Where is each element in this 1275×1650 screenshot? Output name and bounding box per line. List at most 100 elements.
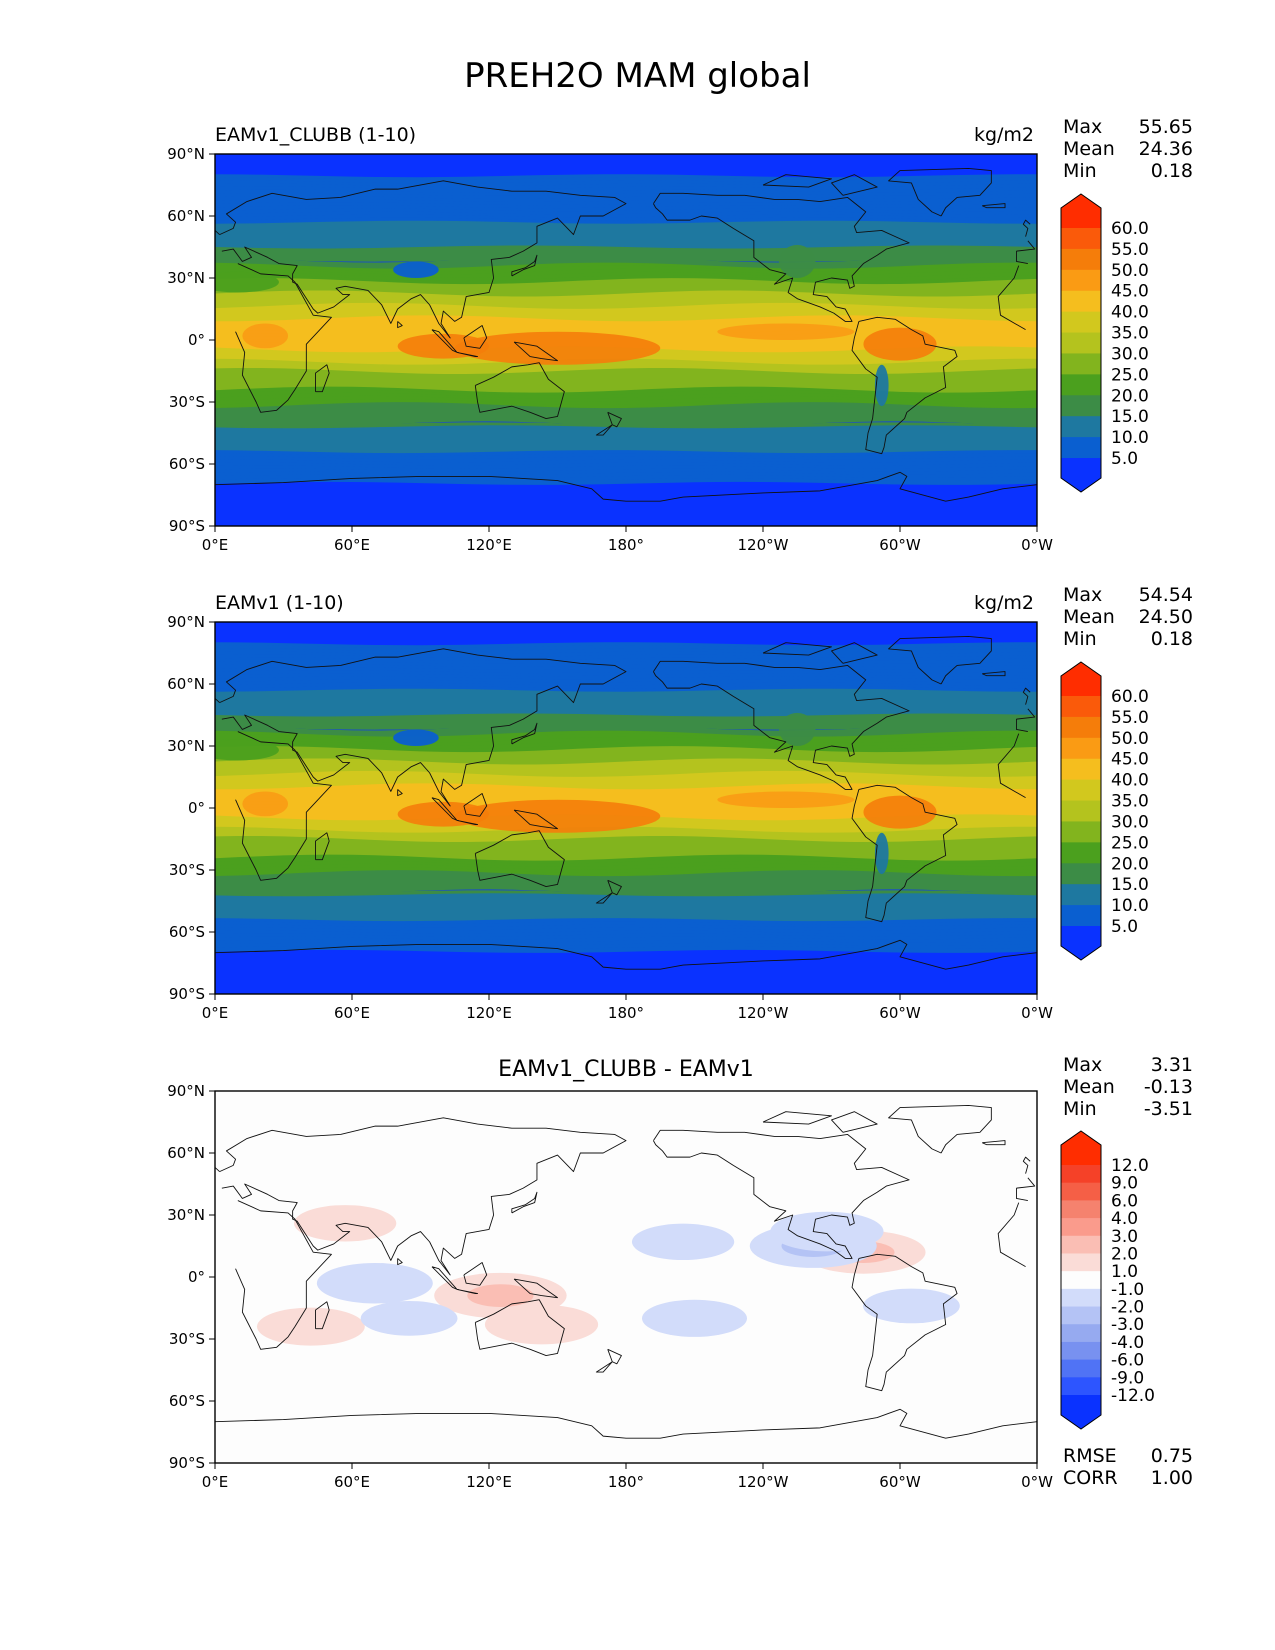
field-band <box>215 670 1037 677</box>
colorbar-cell <box>1061 1359 1101 1378</box>
x-tick-label: 60°W <box>879 1004 921 1022</box>
colorbar-cell <box>1061 353 1101 375</box>
colorbar-tick-label: 35.0 <box>1111 324 1149 344</box>
field-band <box>215 208 1037 216</box>
field-band <box>215 879 1037 890</box>
field-band <box>215 395 1037 406</box>
coastline <box>851 1253 958 1392</box>
coastline <box>595 424 613 436</box>
stat-value-max: 54.54 <box>1138 584 1193 606</box>
coastline <box>1022 687 1031 705</box>
field-band <box>215 468 1037 476</box>
colorbar-tick-label: -4.0 <box>1111 1333 1144 1353</box>
stat-label-min: Min <box>1063 160 1097 182</box>
field-band <box>215 682 1037 690</box>
coastline <box>595 892 613 904</box>
field-band <box>215 829 1037 840</box>
field-band <box>215 352 1037 363</box>
field-band <box>215 306 1037 316</box>
panel-title-left: EAMv1 (1-10) <box>215 592 344 614</box>
coastline <box>397 789 403 797</box>
field-band <box>215 364 1037 375</box>
x-tick-label: 180° <box>608 1004 644 1022</box>
positive-anomaly-core <box>283 1317 338 1337</box>
field-band <box>215 882 1037 893</box>
coastline <box>762 174 832 188</box>
colorbar-tick-label: 20.0 <box>1111 854 1149 874</box>
colorbar-cell <box>1061 758 1101 781</box>
y-tick-label: 90°N <box>167 1082 205 1100</box>
panel-eamv1-clubb: 0°E 60°E 120°E 180° 120°W 60°W 0°W 90°N 60°N 30°N… <box>0 110 1275 580</box>
field-band <box>215 930 1037 938</box>
stat-label-mean: Mean <box>1063 138 1115 160</box>
negative-anomaly-core <box>657 1232 709 1251</box>
field-band <box>215 422 1037 430</box>
coastline <box>397 1258 403 1266</box>
stat-value-mean: 24.36 <box>1138 138 1193 160</box>
field-band <box>215 743 1037 753</box>
field-band <box>215 226 1037 234</box>
field-band <box>215 315 1037 326</box>
field-band <box>215 411 1037 422</box>
field-band <box>215 936 1037 944</box>
colorbar-cell <box>1061 842 1101 864</box>
colorbar-cell <box>1061 1306 1101 1325</box>
field-maximum <box>717 323 855 340</box>
colorbar-cell <box>1061 290 1101 313</box>
positive-anomaly-core <box>513 1314 570 1335</box>
panel-eamv1: 0°E 60°E 120°E 180° 120°W 60°W 0°W 90°N 60°N 30°N… <box>0 578 1275 1048</box>
coastline <box>315 364 330 393</box>
colorbar-tick-label: 60.0 <box>1111 687 1149 707</box>
field-band <box>215 189 1037 197</box>
coastlines <box>214 636 1038 970</box>
field-band <box>215 848 1037 859</box>
coastline <box>214 939 1038 970</box>
x-tick-label: 180° <box>608 536 644 554</box>
colorbar <box>1060 661 1102 961</box>
field-band <box>215 905 1037 913</box>
x-tick-label: 0°W <box>1021 1473 1053 1491</box>
field-band <box>215 386 1037 397</box>
coastline <box>1016 240 1036 252</box>
coastline <box>456 1288 479 1294</box>
field-band <box>215 654 1037 662</box>
colorbar-tick-label: -6.0 <box>1111 1351 1144 1371</box>
colorbar-cell <box>1061 1218 1101 1237</box>
colorbar-outline <box>1060 1130 1102 1430</box>
field-minimum <box>215 739 279 761</box>
stat-label-min: Min <box>1063 628 1097 650</box>
field-maximum <box>397 333 490 359</box>
colorbar-tick-label: 25.0 <box>1111 365 1149 385</box>
coastline <box>474 1299 565 1356</box>
panel-difference: 0°E 60°E 120°E 180° 120°W 60°W 0°W 90°N 60°N 30°N… <box>0 1047 1275 1517</box>
negative-anomaly-core <box>668 1309 721 1328</box>
pw-field <box>215 154 1037 526</box>
colorbar-tick-label: -2.0 <box>1111 1298 1144 1318</box>
coastline <box>982 671 1006 677</box>
colorbar-tick-label: 9.0 <box>1111 1174 1138 1194</box>
stat-value-mean: 24.50 <box>1138 606 1193 628</box>
coastline <box>1016 251 1028 264</box>
coastline <box>607 411 622 428</box>
colorbar-cell <box>1061 696 1101 718</box>
stat-label-max: Max <box>1063 1054 1103 1076</box>
coastline <box>831 1111 878 1133</box>
coastline <box>762 642 832 656</box>
y-tick-label: 0° <box>188 799 205 817</box>
stat-value-rmse: 0.75 <box>1150 1445 1193 1467</box>
stat-value-min: 0.18 <box>1150 628 1193 650</box>
coastline <box>456 819 479 825</box>
colorbar-bottom-extension <box>1061 1395 1101 1429</box>
field-band <box>215 230 1037 237</box>
colorbar-tick-label: 6.0 <box>1111 1191 1138 1211</box>
field-band <box>215 440 1037 448</box>
coastline <box>1022 1156 1031 1174</box>
colorbar-tick-label: 50.0 <box>1111 261 1149 281</box>
colorbar-cell <box>1061 1200 1101 1219</box>
colorbar-cell <box>1061 779 1101 802</box>
coastline <box>235 263 332 413</box>
field-band <box>215 667 1037 674</box>
field-band <box>215 770 1037 781</box>
field-band <box>215 716 1037 724</box>
x-tick-label: 60°W <box>879 1473 921 1491</box>
